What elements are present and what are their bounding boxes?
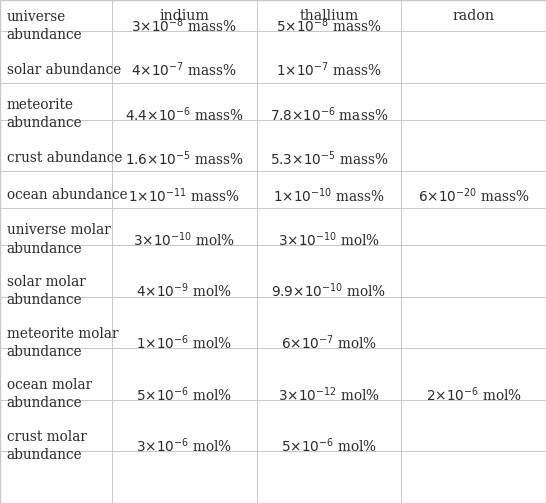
Text: meteorite
abundance: meteorite abundance <box>7 98 82 130</box>
Text: $5{\times}10^{-8}$ mass%: $5{\times}10^{-8}$ mass% <box>276 17 382 35</box>
Text: $4.4{\times}10^{-6}$ mass%: $4.4{\times}10^{-6}$ mass% <box>125 105 244 124</box>
Text: solar molar
abundance: solar molar abundance <box>7 275 85 307</box>
Text: solar abundance: solar abundance <box>7 63 121 77</box>
Text: $1{\times}10^{-6}$ mol%: $1{\times}10^{-6}$ mol% <box>136 333 232 352</box>
Text: meteorite molar
abundance: meteorite molar abundance <box>7 326 118 359</box>
Text: $4{\times}10^{-7}$ mass%: $4{\times}10^{-7}$ mass% <box>132 61 237 79</box>
Text: crust molar
abundance: crust molar abundance <box>7 430 86 462</box>
Text: $6{\times}10^{-20}$ mass%: $6{\times}10^{-20}$ mass% <box>418 186 530 205</box>
Text: $5{\times}10^{-6}$ mol%: $5{\times}10^{-6}$ mol% <box>136 385 232 403</box>
Text: ocean molar
abundance: ocean molar abundance <box>7 378 92 410</box>
Text: radon: radon <box>453 9 495 23</box>
Text: $1{\times}10^{-10}$ mass%: $1{\times}10^{-10}$ mass% <box>273 186 385 205</box>
Text: $7.8{\times}10^{-6}$ mass%: $7.8{\times}10^{-6}$ mass% <box>270 105 388 124</box>
Text: ocean abundance: ocean abundance <box>7 188 127 202</box>
Text: $3{\times}10^{-10}$ mol%: $3{\times}10^{-10}$ mol% <box>278 230 380 249</box>
Text: indium: indium <box>159 9 209 23</box>
Text: universe molar
abundance: universe molar abundance <box>7 223 110 256</box>
Text: crust abundance: crust abundance <box>7 151 122 165</box>
Text: $1{\times}10^{-11}$ mass%: $1{\times}10^{-11}$ mass% <box>128 186 240 205</box>
Text: $5{\times}10^{-6}$ mol%: $5{\times}10^{-6}$ mol% <box>281 437 377 455</box>
Text: $6{\times}10^{-7}$ mol%: $6{\times}10^{-7}$ mol% <box>281 333 377 352</box>
Text: $3{\times}10^{-8}$ mass%: $3{\times}10^{-8}$ mass% <box>132 17 237 35</box>
Text: $1{\times}10^{-7}$ mass%: $1{\times}10^{-7}$ mass% <box>276 61 382 79</box>
Text: $3{\times}10^{-10}$ mol%: $3{\times}10^{-10}$ mol% <box>133 230 235 249</box>
Text: universe
abundance: universe abundance <box>7 10 82 42</box>
Text: $1.6{\times}10^{-5}$ mass%: $1.6{\times}10^{-5}$ mass% <box>125 149 244 168</box>
Text: $9.9{\times}10^{-10}$ mol%: $9.9{\times}10^{-10}$ mol% <box>271 282 387 300</box>
Text: $3{\times}10^{-6}$ mol%: $3{\times}10^{-6}$ mol% <box>136 437 232 455</box>
Text: thallium: thallium <box>299 9 359 23</box>
Text: $5.3{\times}10^{-5}$ mass%: $5.3{\times}10^{-5}$ mass% <box>270 149 388 168</box>
Text: $3{\times}10^{-12}$ mol%: $3{\times}10^{-12}$ mol% <box>278 385 380 403</box>
Text: $2{\times}10^{-6}$ mol%: $2{\times}10^{-6}$ mol% <box>426 385 521 403</box>
Text: $4{\times}10^{-9}$ mol%: $4{\times}10^{-9}$ mol% <box>136 282 232 300</box>
